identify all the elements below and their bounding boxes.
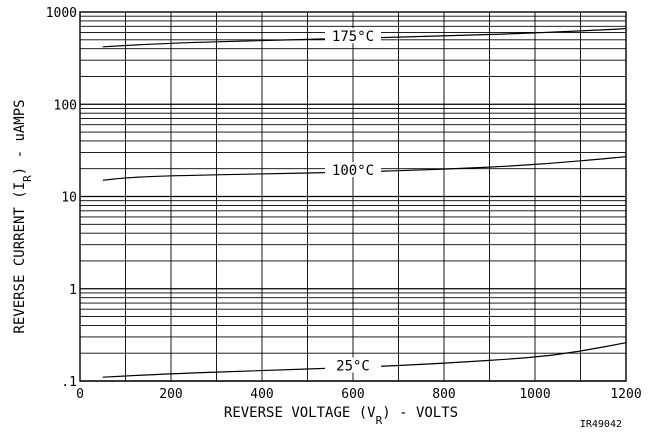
series-lines: 175°C 100°C 25°C <box>102 28 627 378</box>
y-tick-label: 1000 <box>46 6 77 21</box>
series-label-1: 100°C <box>332 163 374 179</box>
plot-frame <box>79 11 627 382</box>
y-tick-label: 1 <box>69 283 77 298</box>
series-line-2 <box>102 342 627 378</box>
series-label-0: 175°C <box>332 29 374 45</box>
y-tick-label: 10 <box>61 191 77 206</box>
x-axis-title: REVERSE VOLTAGE (VR) - VOLTS <box>224 405 458 427</box>
y-axis-title: REVERSE CURRENT (IR) - uAMPS <box>12 99 34 333</box>
x-tick-label: 400 <box>250 387 273 402</box>
series-label-bg-2 <box>325 357 381 373</box>
x-tick-label: 1200 <box>610 387 641 402</box>
x-tick-label: 800 <box>432 387 455 402</box>
series-label-bg-1 <box>325 162 381 178</box>
x-tick-label: 0 <box>76 387 84 402</box>
y-tick-label: 100 <box>54 98 77 113</box>
x-tick-label: 1000 <box>519 387 550 402</box>
x-tick-label: 200 <box>159 387 182 402</box>
figure-id: IR49042 <box>580 419 622 430</box>
series-line-1 <box>102 156 627 181</box>
series-label-2: 25°C <box>336 359 370 375</box>
grid <box>80 12 626 382</box>
series-label-bg-0 <box>325 28 381 44</box>
x-tick-label: 600 <box>341 387 364 402</box>
tick-labels: 0 200 400 600 800 1000 1200 .1 1 10 100 1000 <box>46 6 642 402</box>
y-tick-label: .1 <box>61 375 77 390</box>
